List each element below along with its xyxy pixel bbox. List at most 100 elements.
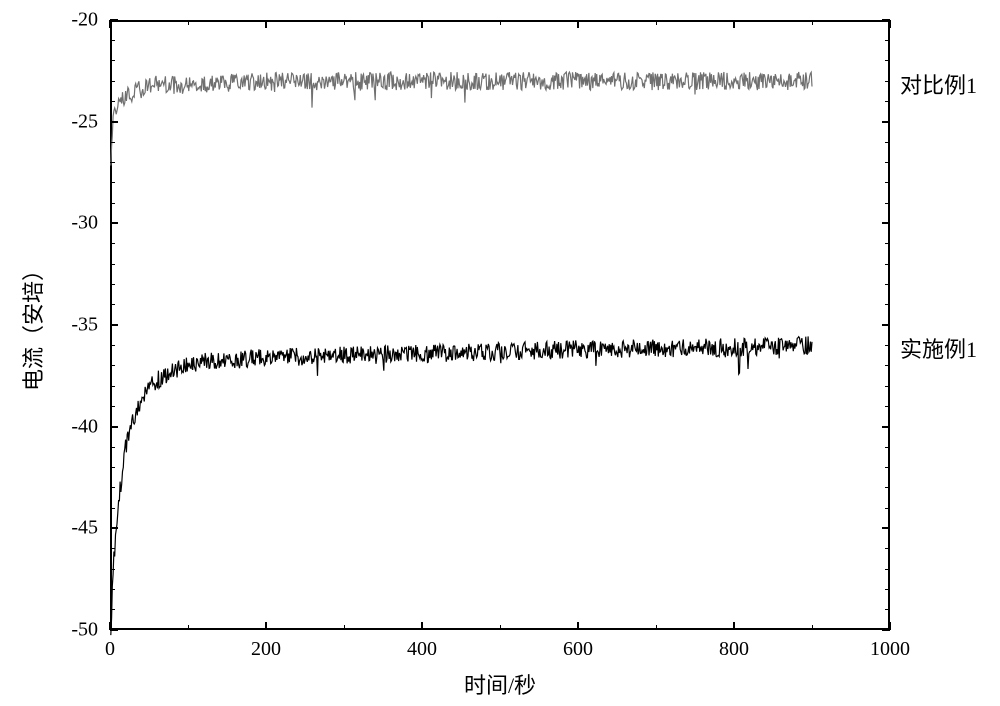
chart-container: 时间/秒 电流（安培） -50-45-40-35-30-25-200200400… [0,0,1000,706]
y-minor-tick [885,142,890,143]
chart-svg [0,0,1000,706]
y-minor-tick [110,386,115,387]
y-minor-tick [110,447,115,448]
y-minor-tick [110,203,115,204]
x-tick-label: 1000 [870,638,910,661]
x-minor-tick [344,625,345,630]
y-tick [882,527,890,529]
x-tick [733,20,735,28]
y-tick-label: -45 [0,517,98,540]
y-minor-tick [110,569,115,570]
y-minor-tick [885,447,890,448]
y-minor-tick [885,243,890,244]
y-tick-label: -50 [0,619,98,642]
x-tick-label: 800 [719,638,749,661]
y-minor-tick [885,508,890,509]
y-minor-tick [885,487,890,488]
y-minor-tick [110,60,115,61]
y-minor-tick [885,60,890,61]
x-minor-tick [500,625,501,630]
y-minor-tick [110,487,115,488]
x-axis-label: 时间/秒 [464,668,536,700]
y-tick-label: -30 [0,212,98,235]
y-tick [110,324,118,326]
y-minor-tick [110,142,115,143]
y-minor-tick [885,203,890,204]
x-tick [421,622,423,630]
y-minor-tick [110,508,115,509]
y-tick [110,426,118,428]
y-tick [882,121,890,123]
y-minor-tick [110,182,115,183]
y-minor-tick [885,304,890,305]
y-minor-tick [110,284,115,285]
y-minor-tick [110,243,115,244]
x-tick-label: 400 [407,638,437,661]
y-tick [110,222,118,224]
y-tick-label: -20 [0,9,98,32]
x-tick-label: 200 [251,638,281,661]
x-tick [265,20,267,28]
y-minor-tick [885,40,890,41]
x-tick [421,20,423,28]
y-tick [110,629,118,631]
y-minor-tick [110,365,115,366]
y-minor-tick [110,40,115,41]
y-minor-tick [885,589,890,590]
x-tick [577,20,579,28]
series-line [111,72,812,166]
x-tick-label: 0 [105,638,115,661]
y-minor-tick [885,345,890,346]
y-minor-tick [885,365,890,366]
y-minor-tick [110,264,115,265]
y-tick [882,222,890,224]
y-tick [882,426,890,428]
x-minor-tick [344,20,345,25]
x-tick [265,622,267,630]
x-minor-tick [188,20,189,25]
y-minor-tick [110,304,115,305]
y-minor-tick [885,182,890,183]
y-minor-tick [885,264,890,265]
y-tick [882,324,890,326]
series-legend-label: 对比例1 [900,68,977,100]
x-tick [889,20,891,28]
y-tick-label: -40 [0,415,98,438]
x-minor-tick [500,20,501,25]
x-minor-tick [188,625,189,630]
y-minor-tick [885,467,890,468]
y-minor-tick [110,345,115,346]
x-minor-tick [656,20,657,25]
x-tick [109,622,111,630]
y-minor-tick [885,548,890,549]
y-tick [110,121,118,123]
y-minor-tick [110,406,115,407]
series-line [111,336,812,635]
y-tick-label: -35 [0,314,98,337]
y-tick [110,19,118,21]
x-minor-tick [812,625,813,630]
y-minor-tick [885,81,890,82]
y-minor-tick [110,162,115,163]
series-legend-label: 实施例1 [900,332,977,364]
x-minor-tick [812,20,813,25]
y-minor-tick [885,406,890,407]
x-tick [889,622,891,630]
y-tick-label: -25 [0,110,98,133]
x-minor-tick [656,625,657,630]
y-minor-tick [110,609,115,610]
y-minor-tick [885,609,890,610]
x-tick-label: 600 [563,638,593,661]
y-minor-tick [885,569,890,570]
y-tick [110,527,118,529]
x-tick [733,622,735,630]
y-minor-tick [110,548,115,549]
y-minor-tick [110,589,115,590]
y-minor-tick [885,284,890,285]
y-minor-tick [110,467,115,468]
x-tick [109,20,111,28]
y-minor-tick [885,101,890,102]
y-minor-tick [110,81,115,82]
y-minor-tick [885,162,890,163]
x-tick [577,622,579,630]
